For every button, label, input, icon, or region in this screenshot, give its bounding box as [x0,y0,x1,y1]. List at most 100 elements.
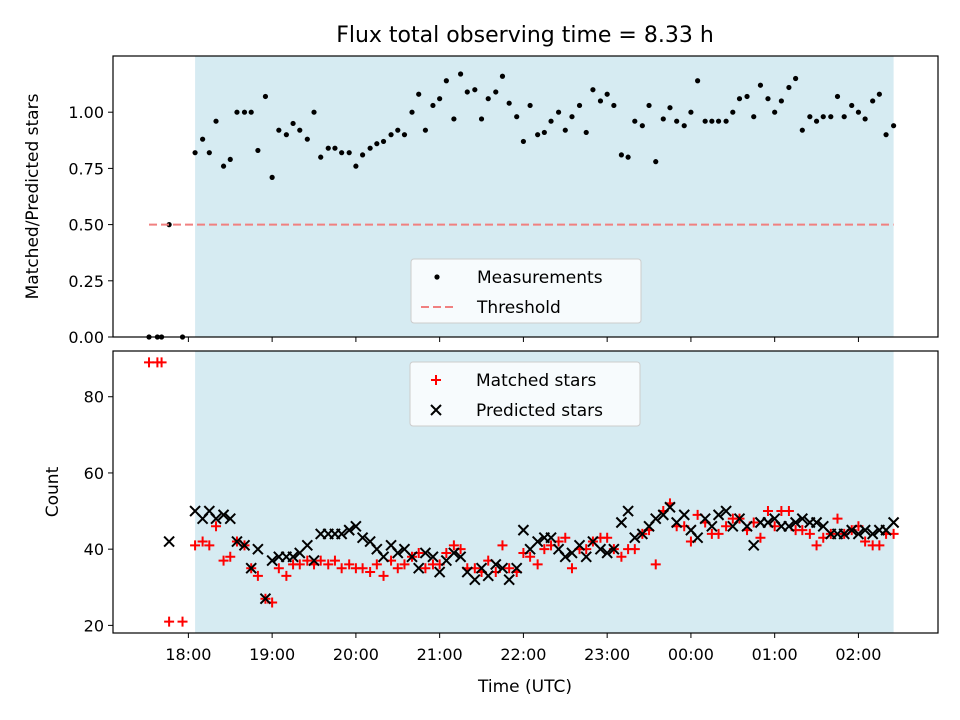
data-point [359,152,366,158]
data-point [490,558,502,571]
data-point [478,116,485,122]
data-point [730,109,736,115]
data-point [566,563,577,574]
y-tick-label: 80 [84,388,104,407]
axes-frame [112,350,939,634]
data-point [883,132,889,138]
legend-label: Matched stars [476,371,596,391]
data-point [810,516,823,529]
data-point [832,513,843,524]
data-point [427,551,439,563]
data-point [762,506,773,517]
data-point [834,93,841,100]
data-point [323,559,334,570]
data-point [736,96,743,102]
data-point [497,540,508,551]
data-point [273,563,284,574]
data-point [374,141,380,147]
data-point [365,567,376,578]
series-measurements [146,71,897,340]
data-point [266,554,278,567]
data-point [472,87,478,93]
data-point [706,520,718,533]
data-point [204,540,215,551]
data-point [514,114,520,120]
data-point [227,156,233,163]
data-point [811,540,822,551]
data-point [862,116,868,122]
data-point [252,543,264,555]
data-point [224,512,236,525]
x-tick-label: 23:00 [584,645,630,664]
data-point [789,516,802,529]
data-point [859,524,871,536]
data-point [632,118,638,124]
data-point [329,555,340,566]
data-point [210,512,222,525]
data-point [297,127,303,133]
data-point [248,109,254,115]
data-point [287,551,299,563]
data-point [611,102,617,109]
data-point [231,535,243,548]
data-point [751,114,757,120]
data-point [828,114,834,120]
data-point [416,91,422,97]
data-point [535,132,541,138]
data-point [399,559,410,570]
data-point [506,100,512,106]
data-point [629,544,640,555]
data-point [234,109,240,115]
data-point [594,543,607,555]
data-point [302,555,313,566]
data-point [664,501,676,513]
data-point [343,524,355,536]
data-point [622,505,634,517]
data-point [765,96,771,102]
data-point [308,554,320,567]
data-point [482,570,494,582]
data-point [496,562,509,574]
data-point [276,127,282,133]
data-point [793,75,799,82]
x-tick-label: 20:00 [333,645,379,664]
y-tick-label: 1.00 [68,103,104,122]
data-point [616,551,627,562]
data-point [213,118,219,124]
data-point [583,129,589,136]
data-point [695,78,701,84]
data-point [597,98,604,104]
data-point [367,145,373,151]
x-tick-label: 21:00 [417,645,463,664]
data-point [807,114,813,120]
data-point [281,570,292,581]
data-point [503,573,515,586]
data-point [741,520,753,533]
data-point [650,512,662,525]
legend-marker [434,274,440,280]
data-point [653,159,659,165]
legend: Matched stars Predicted stars [409,361,641,427]
data-point [548,118,554,124]
data-point [608,543,620,555]
data-point [448,547,460,559]
data-point [849,102,855,109]
data-point [350,520,362,533]
data-point [799,127,805,133]
series-predicted-stars [163,501,900,605]
data-point [772,109,778,115]
data-point [650,559,661,570]
y-tick-label: 40 [84,540,104,559]
data-point [457,71,464,77]
legend-marker [431,375,441,385]
data-point [255,147,261,154]
data-point [667,105,673,111]
data-point [646,102,652,109]
x-tick-label: 18:00 [165,645,211,664]
data-point [576,102,583,109]
data-point [335,528,348,540]
data-point [569,114,575,120]
data-point [866,528,879,540]
data-point [602,532,613,543]
